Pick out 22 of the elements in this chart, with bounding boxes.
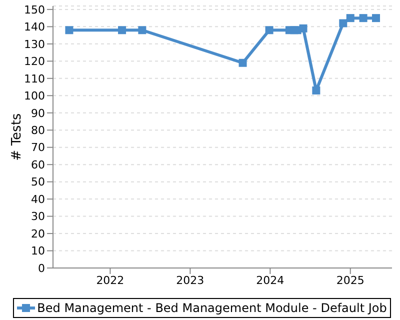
y-tick-label: 100 — [24, 90, 45, 103]
x-tick-label: 2024 — [256, 274, 284, 287]
y-tick-label: 10 — [31, 244, 45, 258]
x-tick-label: 2025 — [336, 274, 364, 287]
legend-label: Bed Management - Bed Management Module - Default Job — [37, 301, 387, 315]
x-tick-label: 2023 — [176, 274, 204, 287]
y-tick-label: 20 — [31, 227, 45, 240]
y-tick-label: 150 — [24, 3, 45, 16]
x-tick-label: 2022 — [96, 274, 124, 287]
y-tick-label: 80 — [31, 124, 45, 138]
y-tick-label: 90 — [31, 106, 45, 120]
y-tick-label: 130 — [24, 38, 45, 51]
y-tick-label: 50 — [31, 176, 45, 189]
y-tick-label: 60 — [31, 158, 45, 172]
y-tick-label: 0 — [38, 262, 45, 275]
y-tick-label: 110 — [24, 72, 45, 86]
y-tick-label: 120 — [24, 55, 45, 68]
y-tick-label: 30 — [31, 210, 45, 224]
y-axis-title: # Tests — [10, 113, 25, 161]
y-tick-label: 40 — [31, 192, 45, 206]
y-tick-label: 70 — [31, 141, 45, 154]
y-tick-label: 140 — [24, 20, 45, 34]
